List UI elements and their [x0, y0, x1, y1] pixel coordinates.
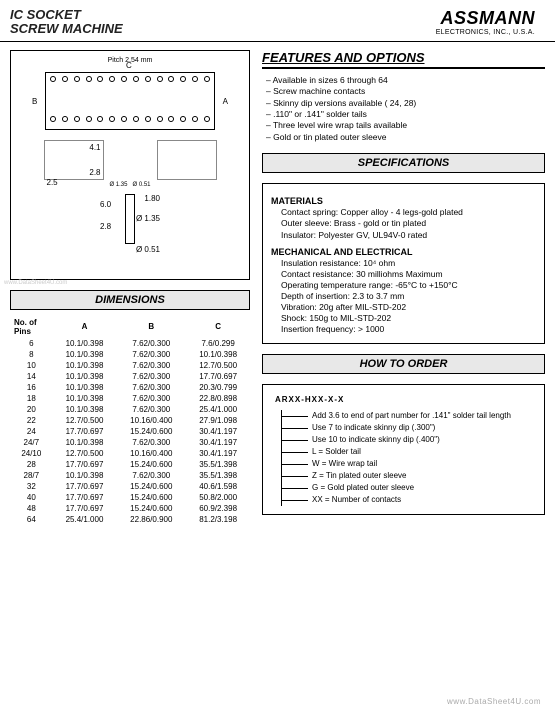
- list-item: .110" or .141" solder tails: [266, 109, 545, 120]
- side-views: 2.5 4.1 2.8: [17, 140, 243, 180]
- spec-line: Contact resistance: 30 milliohms Maximum: [271, 269, 536, 280]
- pin-shape: [125, 194, 135, 244]
- table-header-row: No. of Pins A B C: [10, 316, 250, 338]
- table-row: 2817.7/0.69715.24/0.60035.5/1.398: [10, 459, 250, 470]
- table-row: 610.1/0.3987.62/0.3007.6/0.299: [10, 338, 250, 349]
- spec-line: Depth of insertion: 2.3 to 3.7 mm: [271, 291, 536, 302]
- order-line: Add 3.6 to end of part number for .141" …: [312, 410, 536, 422]
- specs-title: SPECIFICATIONS: [262, 153, 545, 173]
- doc-title: IC SOCKET SCREW MACHINE: [10, 8, 123, 37]
- table-row: 6425.4/1.00022.86/0.90081.2/3.198: [10, 514, 250, 525]
- specs-box: MATERIALS Contact spring: Copper alloy -…: [262, 183, 545, 343]
- spec-line: Contact spring: Copper alloy - 4 legs-go…: [271, 207, 536, 218]
- pin-detail: 1.80 6.0 2.8 Ø 1.35 Ø 0.51: [100, 194, 160, 254]
- spec-line: Outer sleeve: Brass - gold or tin plated: [271, 218, 536, 229]
- table-row: 2212.7/0.50010.16/0.40027.9/1.098: [10, 415, 250, 426]
- spec-line: Operating temperature range: -65°C to +1…: [271, 280, 536, 291]
- dim-c: C: [126, 61, 132, 70]
- pin-row-top: [50, 76, 210, 86]
- col-b: B: [116, 316, 186, 338]
- features-list: Available in sizes 6 through 64Screw mac…: [262, 75, 545, 144]
- list-item: Skinny dip versions available ( 24, 28): [266, 98, 545, 109]
- content: Pitch 2.54 mm B A C 2.5 4.1 2.8: [0, 42, 555, 525]
- table-row: 1010.1/0.3987.62/0.30012.7/0.500: [10, 360, 250, 371]
- spec-line: Insulation resistance: 10⁴ ohm: [271, 258, 536, 269]
- spec-line: Vibration: 20g after MIL-STD-202: [271, 302, 536, 313]
- title-line-2: SCREW MACHINE: [10, 22, 123, 36]
- logo: ASSMANN ELECTRONICS, INC., U.S.A.: [436, 8, 535, 37]
- socket-top-view: B A C: [45, 72, 215, 130]
- table-row: 24/1012.7/0.50010.16/0.40030.4/1.197: [10, 448, 250, 459]
- order-title: HOW TO ORDER: [262, 354, 545, 374]
- list-item: Screw machine contacts: [266, 86, 545, 97]
- order-code: ARXX-HXX-X-X: [275, 395, 536, 404]
- watermark-left: www.DataSheet4U.com: [4, 280, 67, 286]
- watermark: www.DataSheet4U.com: [447, 697, 541, 706]
- table-row: 1610.1/0.3987.62/0.30020.3/0.799: [10, 382, 250, 393]
- col-pins: No. of Pins: [10, 316, 53, 338]
- col-a: A: [53, 316, 117, 338]
- side-view-right: [157, 140, 217, 180]
- order-line: Z = Tin plated outer sleeve: [312, 470, 536, 482]
- table-row: 1810.1/0.3987.62/0.30022.8/0.898: [10, 393, 250, 404]
- pin-row-bottom: [50, 116, 210, 126]
- right-column: FEATURES AND OPTIONS Available in sizes …: [262, 50, 545, 525]
- order-line: Use 10 to indicate skinny dip (.400"): [312, 434, 536, 446]
- table-row: 3217.7/0.69715.24/0.60040.6/1.598: [10, 481, 250, 492]
- list-item: Available in sizes 6 through 64: [266, 75, 545, 86]
- order-line: Use 7 to indicate skinny dip (.300"): [312, 422, 536, 434]
- table-row: 1410.1/0.3987.62/0.30017.7/0.697: [10, 371, 250, 382]
- order-line: XX = Number of contacts: [312, 494, 536, 506]
- order-line: G = Gold plated outer sleeve: [312, 482, 536, 494]
- order-box: ARXX-HXX-X-X Add 3.6 to end of part numb…: [262, 384, 545, 515]
- logo-subtext: ELECTRONICS, INC., U.S.A.: [436, 29, 535, 36]
- title-line-1: IC SOCKET: [10, 8, 123, 22]
- logo-text: ASSMANN: [436, 8, 535, 29]
- table-row: 4017.7/0.69715.24/0.60050.8/2.000: [10, 492, 250, 503]
- table-row: 2010.1/0.3987.62/0.30025.4/1.000: [10, 404, 250, 415]
- list-item: Gold or tin plated outer sleeve: [266, 132, 545, 143]
- side-view-left: 2.5 4.1 2.8: [44, 140, 104, 180]
- col-c: C: [186, 316, 250, 338]
- table-row: 2417.7/0.69715.24/0.60030.4/1.197: [10, 426, 250, 437]
- table-row: 24/710.1/0.3987.62/0.30030.4/1.197: [10, 437, 250, 448]
- spec-line: Insertion frequency: > 1000: [271, 324, 536, 335]
- order-line: L = Solder tail: [312, 446, 536, 458]
- dim-b: B: [32, 97, 37, 106]
- dimensions-table: No. of Pins A B C 610.1/0.3987.62/0.3007…: [10, 316, 250, 525]
- dim-a: A: [223, 97, 228, 106]
- left-column: Pitch 2.54 mm B A C 2.5 4.1 2.8: [10, 50, 250, 525]
- order-lines: Add 3.6 to end of part number for .141" …: [281, 410, 536, 506]
- spec-line: Shock: 150g to MIL-STD-202: [271, 313, 536, 324]
- list-item: Three level wire wrap tails available: [266, 120, 545, 131]
- table-row: 810.1/0.3987.62/0.30010.1/0.398: [10, 349, 250, 360]
- table-row: 4817.7/0.69715.24/0.60060.9/2.398: [10, 503, 250, 514]
- dimensions-title: DIMENSIONS: [10, 290, 250, 310]
- features-title: FEATURES AND OPTIONS: [262, 50, 545, 69]
- order-line: W = Wire wrap tail: [312, 458, 536, 470]
- table-row: 28/710.1/0.3987.62/0.30035.5/1.398: [10, 470, 250, 481]
- materials-heading: MATERIALS: [271, 196, 536, 206]
- spec-line: Insulator: Polyester GV, UL94V-0 rated: [271, 230, 536, 241]
- mech-heading: MECHANICAL AND ELECTRICAL: [271, 247, 536, 257]
- diagram-box: Pitch 2.54 mm B A C 2.5 4.1 2.8: [10, 50, 250, 280]
- header: IC SOCKET SCREW MACHINE ASSMANN ELECTRON…: [0, 0, 555, 42]
